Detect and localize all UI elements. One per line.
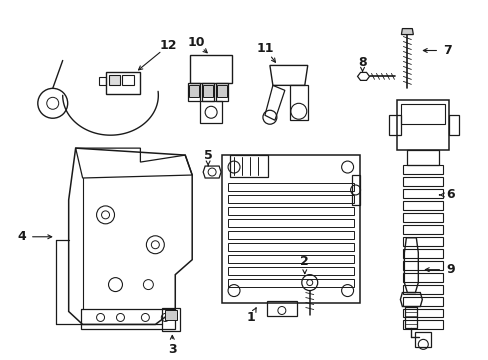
Text: 9: 9 xyxy=(445,263,453,276)
Bar xyxy=(216,84,227,101)
Bar xyxy=(227,231,353,239)
Bar xyxy=(403,237,442,246)
Bar xyxy=(165,310,177,320)
Bar xyxy=(222,155,359,302)
Text: 8: 8 xyxy=(358,56,366,69)
Bar xyxy=(405,306,416,328)
Bar xyxy=(403,320,442,329)
Text: 5: 5 xyxy=(203,149,212,162)
Bar xyxy=(403,189,442,198)
Bar xyxy=(227,219,353,227)
Bar xyxy=(190,55,232,84)
Bar xyxy=(414,332,430,347)
Bar xyxy=(203,85,213,97)
Bar xyxy=(403,225,442,234)
Bar xyxy=(200,101,222,123)
Text: 11: 11 xyxy=(256,42,273,55)
Bar xyxy=(403,273,442,282)
Bar xyxy=(401,104,444,124)
Bar xyxy=(227,243,353,251)
Text: 7: 7 xyxy=(442,44,450,57)
Bar xyxy=(227,255,353,263)
Bar xyxy=(105,72,140,94)
Bar xyxy=(289,85,307,120)
Text: 1: 1 xyxy=(246,311,255,324)
Bar xyxy=(397,100,448,150)
Text: 12: 12 xyxy=(159,39,177,52)
Bar xyxy=(227,207,353,215)
Bar xyxy=(403,285,442,293)
Bar xyxy=(122,75,134,85)
Bar xyxy=(403,213,442,222)
Bar xyxy=(217,85,226,97)
Bar xyxy=(448,115,458,135)
Bar xyxy=(229,155,267,177)
Bar xyxy=(351,175,359,205)
Bar xyxy=(202,84,214,101)
Text: 10: 10 xyxy=(187,36,204,49)
Bar xyxy=(227,183,353,191)
Bar xyxy=(403,165,442,174)
Bar xyxy=(108,75,120,85)
Bar xyxy=(403,261,442,270)
Text: 4: 4 xyxy=(18,230,26,243)
Text: 3: 3 xyxy=(167,343,176,356)
Bar xyxy=(189,85,199,97)
Bar xyxy=(403,297,442,306)
Bar xyxy=(403,249,442,258)
Bar xyxy=(162,307,180,332)
Bar xyxy=(266,301,296,316)
Bar xyxy=(407,150,438,165)
Bar xyxy=(388,115,401,135)
Text: 2: 2 xyxy=(300,255,308,268)
Text: 6: 6 xyxy=(445,188,453,202)
Bar xyxy=(403,309,442,318)
Bar xyxy=(403,177,442,186)
Bar xyxy=(227,279,353,287)
Bar xyxy=(227,195,353,203)
Bar xyxy=(227,267,353,275)
Bar xyxy=(403,201,442,210)
Bar xyxy=(188,84,200,101)
Polygon shape xyxy=(401,28,412,35)
